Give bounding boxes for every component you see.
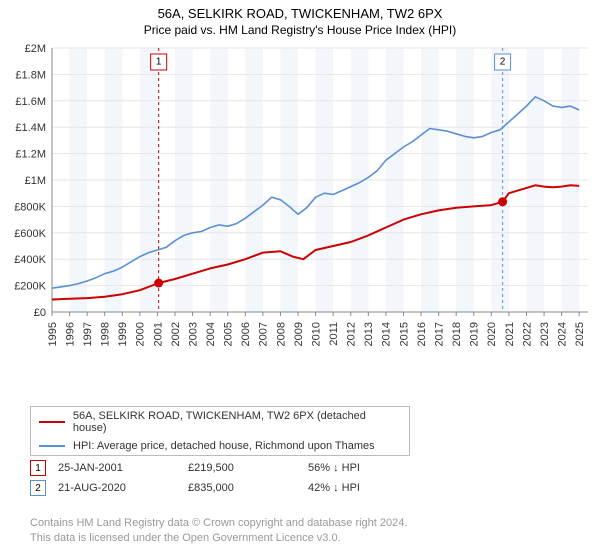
event-row: 2 21-AUG-2020£835,00042% ↓ HPI: [30, 480, 428, 496]
page-subtitle: Price paid vs. HM Land Registry's House …: [0, 23, 600, 37]
svg-text:1: 1: [156, 57, 162, 68]
svg-text:£600K: £600K: [14, 228, 46, 240]
svg-text:2018: 2018: [451, 322, 463, 346]
legend: 56A, SELKIRK ROAD, TWICKENHAM, TW2 6PX (…: [30, 406, 410, 456]
svg-text:£0: £0: [34, 307, 46, 319]
svg-text:2016: 2016: [416, 322, 428, 346]
svg-text:2020: 2020: [486, 322, 498, 346]
svg-text:£400K: £400K: [14, 254, 46, 266]
svg-text:2007: 2007: [258, 322, 270, 346]
svg-text:2022: 2022: [521, 322, 533, 346]
svg-text:1996: 1996: [64, 322, 76, 346]
svg-text:2013: 2013: [363, 322, 375, 346]
svg-text:2001: 2001: [152, 322, 164, 346]
svg-text:2015: 2015: [398, 322, 410, 346]
event-price: £835,000: [188, 482, 308, 494]
svg-text:£1M: £1M: [25, 175, 46, 187]
svg-text:2006: 2006: [240, 322, 252, 346]
svg-text:2004: 2004: [205, 322, 217, 346]
footer-line-2: This data is licensed under the Open Gov…: [30, 531, 590, 546]
svg-text:1998: 1998: [100, 322, 112, 346]
svg-text:2008: 2008: [275, 322, 287, 346]
svg-text:£1.2M: £1.2M: [15, 149, 46, 161]
svg-text:2009: 2009: [293, 322, 305, 346]
svg-text:1997: 1997: [82, 322, 94, 346]
event-price: £219,500: [188, 462, 308, 474]
event-date: 25-JAN-2001: [58, 462, 188, 474]
event-delta: 56% ↓ HPI: [308, 462, 428, 474]
footer-line-1: Contains HM Land Registry data © Crown c…: [30, 516, 590, 531]
svg-text:£1.4M: £1.4M: [15, 122, 46, 134]
svg-text:2005: 2005: [223, 322, 235, 346]
legend-item: HPI: Average price, detached house, Rich…: [31, 437, 409, 455]
chart-area: £0 £200K £400K £600K £800K £1M £1.2M £1.4M £1.6M…: [0, 42, 600, 362]
event-delta: 42% ↓ HPI: [308, 482, 428, 494]
line-chart: £0 £200K £400K £600K £800K £1M £1.2M £1.4M £1.6M…: [0, 42, 600, 362]
svg-text:2002: 2002: [170, 322, 182, 346]
svg-text:2025: 2025: [574, 322, 586, 346]
event-date: 21-AUG-2020: [58, 482, 188, 494]
svg-text:£200K: £200K: [14, 281, 46, 293]
svg-text:1999: 1999: [117, 322, 129, 346]
event-number-box: 2: [30, 480, 46, 496]
event-row: 1 25-JAN-2001£219,50056% ↓ HPI: [30, 460, 428, 476]
legend-item: 56A, SELKIRK ROAD, TWICKENHAM, TW2 6PX (…: [31, 407, 409, 437]
svg-text:2011: 2011: [328, 322, 340, 346]
svg-text:2014: 2014: [381, 322, 393, 346]
legend-label: 56A, SELKIRK ROAD, TWICKENHAM, TW2 6PX (…: [73, 410, 401, 434]
svg-text:2012: 2012: [346, 322, 358, 346]
svg-text:£1.8M: £1.8M: [15, 69, 46, 81]
events-table: 1 25-JAN-2001£219,50056% ↓ HPI 2 21-AUG-202…: [30, 456, 428, 500]
svg-text:2000: 2000: [135, 322, 147, 346]
svg-text:2024: 2024: [556, 322, 568, 346]
svg-text:2021: 2021: [504, 322, 516, 346]
svg-text:2010: 2010: [310, 322, 322, 346]
legend-swatch: [39, 421, 65, 423]
legend-swatch: [39, 445, 65, 447]
svg-text:£800K: £800K: [14, 201, 46, 213]
svg-text:1995: 1995: [47, 322, 59, 346]
svg-text:2003: 2003: [187, 322, 199, 346]
page-title: 56A, SELKIRK ROAD, TWICKENHAM, TW2 6PX: [0, 6, 600, 21]
svg-text:£2M: £2M: [25, 43, 46, 55]
svg-text:2023: 2023: [539, 322, 551, 346]
legend-label: HPI: Average price, detached house, Rich…: [73, 440, 375, 452]
svg-text:2: 2: [500, 57, 506, 68]
svg-text:2017: 2017: [433, 322, 445, 346]
event-number-box: 1: [30, 460, 46, 476]
svg-text:£1.6M: £1.6M: [15, 96, 46, 108]
footer-attribution: Contains HM Land Registry data © Crown c…: [30, 516, 590, 546]
svg-text:2019: 2019: [469, 322, 481, 346]
